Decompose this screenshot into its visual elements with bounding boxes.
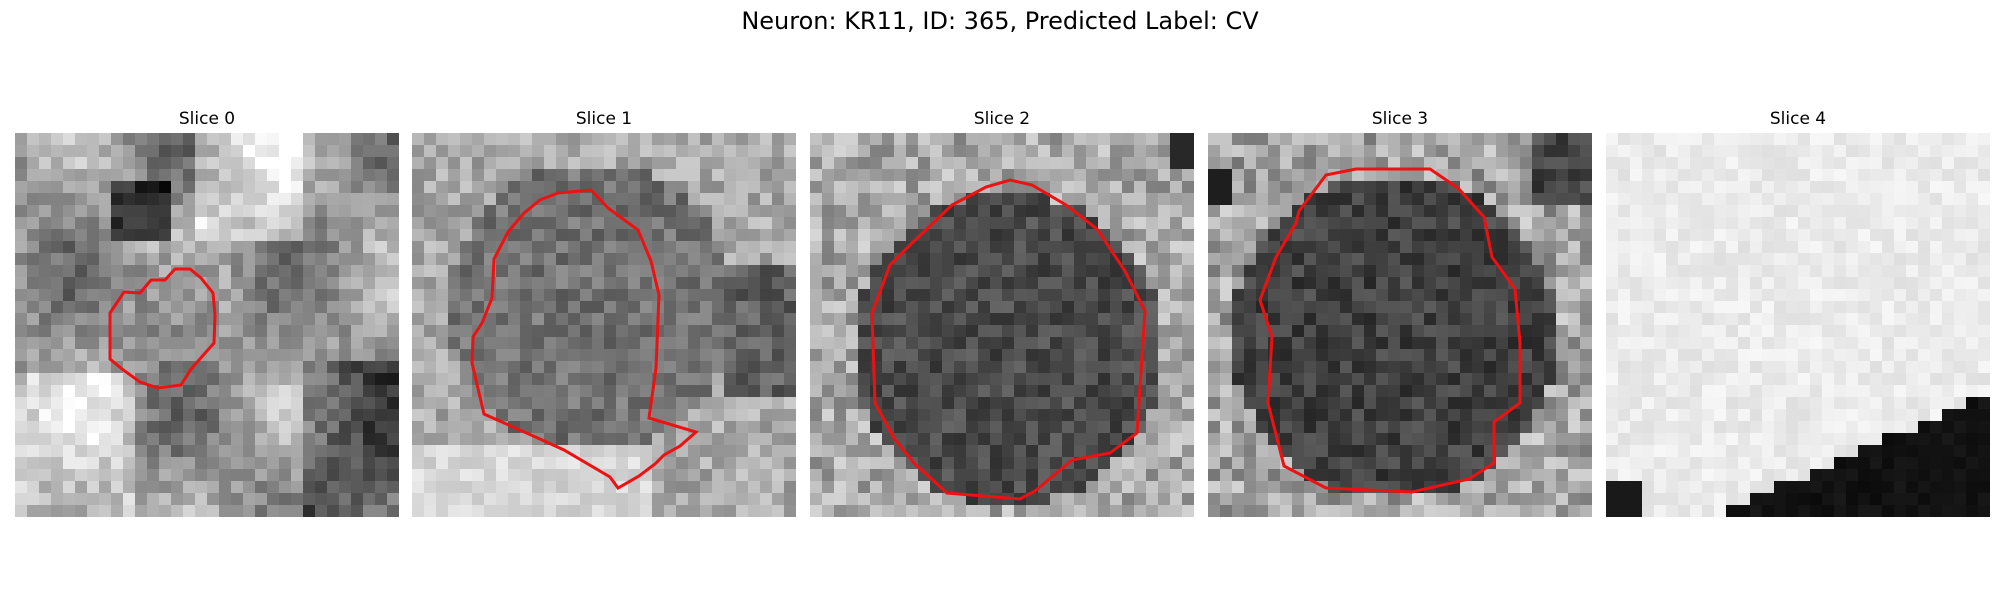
- slice-image-1: [412, 133, 796, 517]
- microscopy-texture: [1606, 133, 1990, 517]
- segmentation-contour: [470, 188, 700, 490]
- slice-title: Slice 4: [1769, 109, 1827, 129]
- slice-image-0: [15, 133, 399, 517]
- slice-image-3: [1208, 133, 1592, 517]
- slice-panel-3: Slice 3: [1208, 108, 1592, 517]
- microscopy-texture: [412, 133, 796, 517]
- slice-title: Slice 3: [1371, 109, 1429, 129]
- microscopy-texture: [1208, 133, 1592, 517]
- slice-panel-0: Slice 0: [15, 108, 399, 517]
- slice-image-4: [1606, 133, 1990, 517]
- slice-image-2: [810, 133, 1194, 517]
- slice-title: Slice 1: [575, 109, 633, 129]
- slice-panel-2: Slice 2: [810, 108, 1194, 517]
- microscopy-texture: [15, 133, 399, 517]
- slice-panel-1: Slice 1: [412, 108, 796, 517]
- segmentation-contour: [870, 178, 1147, 501]
- figure-title: Neuron: KR11, ID: 365, Predicted Label: …: [741, 7, 1259, 35]
- segmentation-contour: [108, 267, 217, 390]
- slice-panel-4: Slice 4: [1606, 108, 1990, 517]
- slice-title: Slice 2: [973, 109, 1031, 129]
- segmentation-contour: [1258, 167, 1522, 494]
- microscopy-texture: [810, 133, 1194, 517]
- slice-title: Slice 0: [178, 109, 236, 129]
